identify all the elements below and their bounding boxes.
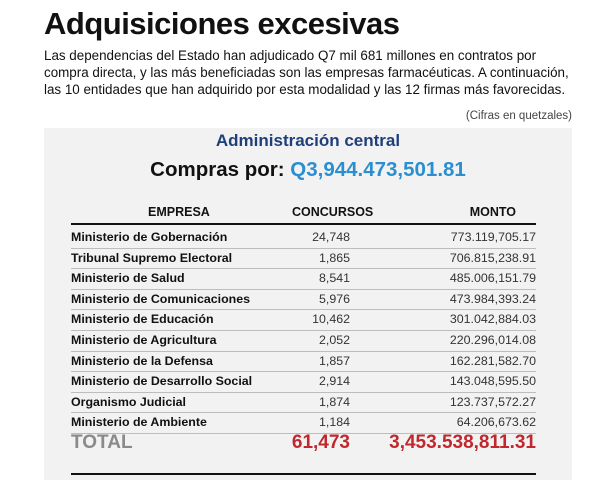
table-row: Ministerio de Gobernación 24,748 773.119…	[71, 228, 536, 249]
concursos-value: 1,874	[318, 394, 350, 409]
monto-value: 301.042,884.03	[449, 312, 536, 327]
concursos-value: 5,976	[318, 291, 350, 306]
table-row: Organismo Judicial 1,874 123.737,572.27	[71, 393, 536, 414]
concursos-value: 1,857	[318, 353, 350, 368]
monto-value: 220.296,014.08	[449, 332, 536, 347]
total-monto: 3,453.538,811.31	[389, 432, 536, 453]
monto-value: 64.206,673.62	[456, 415, 536, 430]
column-header-monto: MONTO	[469, 205, 516, 219]
table-row: Ministerio de la Defensa 1,857 162.281,5…	[71, 352, 536, 373]
entity-name: Ministerio de Salud	[71, 271, 185, 286]
summary-amount: Q3,944.473,501.81	[290, 158, 466, 181]
total-row: TOTAL 61,473 3,453.538,811.31	[71, 432, 536, 456]
entity-name: Tribunal Supremo Electoral	[71, 250, 233, 265]
table-row: Ministerio de Ambiente 1,184 64.206,673.…	[71, 413, 536, 434]
monto-value: 485.006,151.79	[449, 271, 536, 286]
intro-paragraph: Las dependencias del Estado han adjudica…	[44, 48, 569, 97]
table-row: Ministerio de Desarrollo Social 2,914 14…	[71, 372, 536, 393]
entity-name: Ministerio de la Defensa	[71, 353, 213, 368]
concursos-value: 2,052	[318, 332, 350, 347]
table-row: Ministerio de Educación 10,462 301.042,8…	[71, 310, 536, 331]
total-label: TOTAL	[71, 432, 133, 453]
concursos-value: 2,914	[318, 374, 350, 389]
entity-name: Ministerio de Desarrollo Social	[71, 374, 253, 389]
page-title: Adquisiciones excesivas	[44, 6, 400, 41]
monto-value: 706.815,238.91	[449, 250, 536, 265]
monto-value: 473.984,393.24	[449, 291, 536, 306]
column-header-empresa: EMPRESA	[148, 205, 210, 219]
section-title: Administración central	[215, 131, 401, 150]
table-row: Ministerio de Salud 8,541 485.006,151.79	[71, 269, 536, 290]
total-concursos: 61,473	[291, 432, 350, 453]
concursos-value: 8,541	[318, 271, 350, 286]
concursos-value: 1,865	[318, 250, 350, 265]
units-note: (Cifras en quetzales)	[465, 110, 572, 122]
concursos-value: 10,462	[312, 312, 350, 327]
table-row: Ministerio de Agricultura 2,052 220.296,…	[71, 331, 536, 352]
entity-name: Ministerio de Ambiente	[71, 415, 207, 430]
bottom-divider	[71, 473, 536, 475]
entity-name: Ministerio de Agricultura	[71, 332, 217, 347]
column-header-concursos: CONCURSOS	[292, 205, 374, 219]
entity-name: Ministerio de Gobernación	[71, 230, 228, 244]
data-panel: Administración central Compras por: Q3,9…	[44, 128, 572, 480]
monto-value: 143.048,595.50	[449, 374, 536, 389]
summary-label: Compras por:	[150, 158, 285, 181]
concursos-value: 1,184	[318, 415, 350, 430]
entity-table: Ministerio de Gobernación 24,748 773.119…	[71, 228, 536, 434]
table-row: Ministerio de Comunicaciones 5,976 473.9…	[71, 290, 536, 311]
monto-value: 773.119,705.17	[450, 230, 536, 244]
purchases-summary: Compras por: Q3,944.473,501.81	[44, 158, 572, 182]
table-row: Tribunal Supremo Electoral 1,865 706.815…	[71, 249, 536, 270]
concursos-value: 24,748	[312, 230, 350, 244]
entity-name: Ministerio de Educación	[71, 312, 214, 327]
monto-value: 123.737,572.27	[449, 394, 536, 409]
entity-name: Ministerio de Comunicaciones	[71, 291, 251, 306]
monto-value: 162.281,582.70	[449, 353, 536, 368]
entity-name: Organismo Judicial	[71, 394, 186, 409]
header-divider	[71, 223, 536, 225]
